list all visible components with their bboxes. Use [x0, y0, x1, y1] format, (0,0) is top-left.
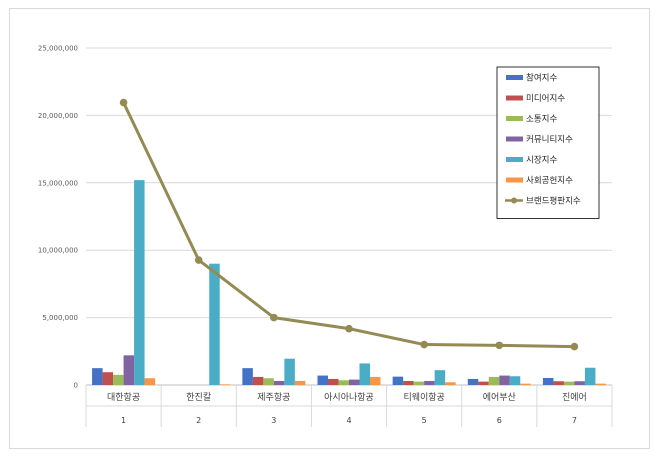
bar [294, 380, 306, 385]
x-category-label: 에어부산 [483, 392, 516, 403]
legend-box [496, 66, 600, 219]
bar [445, 382, 456, 385]
bar [209, 263, 220, 385]
bar [92, 368, 103, 385]
legend-swatch [506, 116, 523, 121]
y-tick-label: 25,000,000 [38, 45, 78, 53]
bar [328, 378, 339, 385]
x-category-index: 4 [346, 416, 351, 425]
bar [219, 384, 231, 385]
bar [349, 379, 360, 385]
line-point [119, 98, 128, 107]
x-category-label: 대한항공 [107, 392, 140, 403]
legend-swatch [506, 157, 523, 162]
bar [584, 367, 596, 385]
legend-label: 브랜드평판지수 [526, 196, 581, 207]
legend-label: 커뮤니티지수 [526, 134, 573, 145]
bar [520, 383, 531, 385]
legend-swatch [506, 177, 523, 183]
bar [413, 381, 425, 385]
bar [359, 363, 370, 385]
bar [478, 381, 489, 385]
y-tick-label: 0 [74, 382, 78, 390]
bar [338, 380, 349, 385]
bar [574, 381, 585, 385]
bar [123, 355, 135, 385]
legend-label: 미디어지수 [526, 93, 565, 104]
bar [284, 358, 295, 385]
legend-line-marker [511, 197, 517, 204]
bar [242, 368, 253, 385]
bar [499, 375, 510, 385]
x-category-index: 7 [572, 416, 577, 425]
bar [144, 378, 156, 385]
bar [553, 381, 564, 385]
legend-label: 소통지수 [526, 115, 557, 125]
bar [102, 372, 114, 385]
bar [424, 380, 435, 385]
bar [113, 374, 124, 385]
x-category-index: 1 [121, 416, 126, 425]
legend-swatch [506, 136, 523, 142]
x-category-index: 3 [271, 416, 276, 425]
bar [488, 376, 500, 385]
bar [273, 380, 285, 385]
bar [542, 377, 554, 385]
x-category-label: 제주항공 [257, 392, 290, 403]
bar [434, 370, 446, 385]
line-point [570, 342, 579, 351]
line-point [194, 256, 203, 264]
y-tick-label: 10,000,000 [38, 247, 78, 255]
legend-swatch [506, 95, 523, 101]
x-category-index: 5 [422, 416, 427, 425]
bar [370, 376, 381, 385]
bar [317, 375, 328, 385]
bar [509, 376, 521, 385]
x-category-label: 아시아나항공 [324, 392, 374, 403]
bar [252, 376, 264, 385]
x-category-label: 한진칼 [186, 392, 211, 403]
y-tick-label: 20,000,000 [38, 112, 78, 120]
legend-label: 시장지수 [526, 155, 557, 166]
bar [595, 383, 606, 385]
y-tick-label: 15,000,000 [38, 179, 78, 187]
bar [467, 378, 479, 385]
line-point [420, 340, 428, 349]
line-point [495, 341, 504, 350]
bar [403, 380, 414, 385]
bar [563, 381, 575, 385]
y-tick-label: 5,000,000 [42, 314, 78, 322]
x-category-label: 진에어 [562, 392, 587, 403]
legend-swatch [506, 75, 523, 80]
x-category-index: 6 [497, 416, 502, 425]
line-point [270, 313, 278, 322]
line-point [345, 324, 353, 333]
x-category-label: 티웨이항공 [403, 391, 444, 403]
legend-label: 사회공헌지수 [526, 176, 573, 186]
legend-label: 참여지수 [526, 73, 557, 84]
bar [134, 180, 145, 385]
bar [263, 378, 274, 385]
x-category-index: 2 [196, 416, 201, 425]
bar [392, 376, 404, 385]
